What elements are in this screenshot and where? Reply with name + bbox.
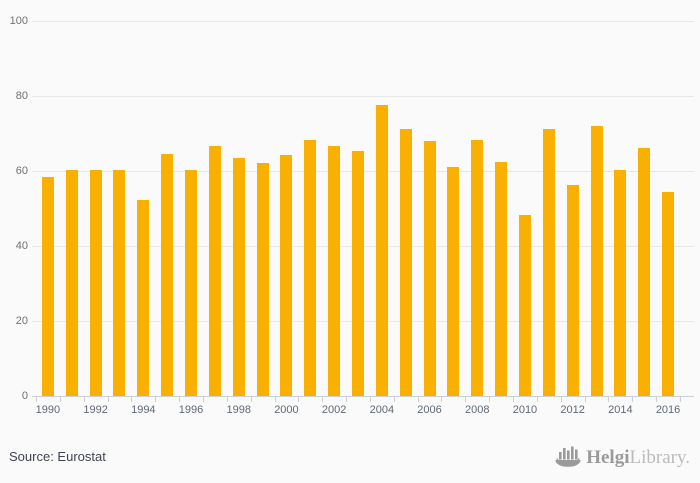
bar-2012[interactable] [566,185,579,396]
x-axis-tick [536,397,538,402]
x-axis-label-1994: 1994 [131,404,156,416]
bar-2003[interactable] [352,150,364,396]
y-axis-label-0: 0 [21,390,28,402]
x-axis-tick [83,397,85,402]
bar-2008[interactable] [471,139,484,396]
ship-barchart-icon [555,446,582,467]
bar-2010[interactable] [518,214,531,396]
x-axis-tick [656,397,658,402]
x-axis-tick [131,397,133,402]
x-axis-label-2010: 2010 [512,404,538,416]
source-caption: Source: Eurostat [9,449,106,464]
x-axis-tick [250,397,252,402]
x-axis-tick [322,397,324,402]
y-axis-label-80: 80 [15,90,28,102]
gridline-80 [32,96,694,97]
bar-1991[interactable] [65,170,78,396]
x-axis-tick [36,397,37,402]
x-axis-tick [393,397,395,402]
bar-2002[interactable] [328,145,341,396]
bar-2001[interactable] [304,139,317,396]
bar-2004[interactable] [375,104,388,396]
logo-wordmark: HelgiLibrary. [586,447,690,469]
bar-2015[interactable] [638,147,651,396]
y-axis-label-40: 40 [15,240,28,252]
x-axis-tick [107,397,109,402]
y-axis-label-60: 60 [15,165,28,177]
bar-1992[interactable] [89,170,102,396]
x-axis-tick [417,397,419,402]
x-axis-tick [226,397,228,402]
x-axis-tick [274,397,276,402]
bar-1999[interactable] [256,162,269,396]
bar-2011[interactable] [542,128,555,396]
x-axis-tick [369,397,371,402]
x-axis-line [32,396,694,397]
x-axis-tick [179,397,181,402]
bar-1994[interactable] [137,199,150,396]
x-axis-tick [680,397,681,402]
x-axis-label-1996: 1996 [178,404,204,416]
bar-2007[interactable] [447,166,460,396]
bar-1993[interactable] [113,170,126,396]
bar-2009[interactable] [495,162,508,396]
x-axis-label-2014: 2014 [608,404,633,416]
x-axis-tick [513,397,515,402]
x-axis-tick [59,397,61,402]
helgi-library-logo[interactable]: HelgiLibrary. [554,443,690,473]
x-axis-label-2004: 2004 [369,404,395,416]
bar-2016[interactable] [662,191,675,396]
x-axis-label-2006: 2006 [417,404,442,416]
x-axis-label-1998: 1998 [226,404,251,416]
x-axis-tick [465,397,467,402]
bar-2014[interactable] [614,170,627,396]
x-axis-label-2016: 2016 [655,404,681,416]
bar-2006[interactable] [423,140,436,396]
bar-1997[interactable] [208,145,221,396]
x-axis-tick [608,397,610,402]
logo-text-helgi: Helgi [586,447,630,468]
plot-area: 1990 1992 1994 1996 1998 2000 2002 2004 2006 2008… [32,21,694,416]
logo-text-library: Library. [629,447,691,468]
x-axis-tick [346,397,348,402]
y-axis-label-20: 20 [15,315,28,327]
x-axis-label-2002: 2002 [321,404,347,416]
bar-2000[interactable] [280,154,293,396]
x-axis-tick [202,397,204,402]
x-axis-tick [441,397,443,402]
x-axis-label-2008: 2008 [465,404,490,416]
bar-2013[interactable] [590,126,603,396]
y-axis: 0 20 40 60 80 100 [0,15,28,402]
x-axis-tick [489,397,491,402]
x-axis-tick [584,397,586,402]
x-axis-label-1992: 1992 [83,404,108,416]
x-axis-label-2012: 2012 [560,404,585,416]
bar-2005[interactable] [399,129,412,396]
x-axis-tick [298,397,300,402]
y-axis-label-100: 100 [9,15,28,27]
gridline-100 [32,21,694,22]
x-axis-label-2000: 2000 [274,404,299,416]
bar-1990[interactable] [41,177,54,396]
bar-1995[interactable] [161,153,174,396]
x-axis-tick [632,397,634,402]
x-axis-tick [560,397,562,402]
bar-1996[interactable] [185,170,198,396]
bar-1998[interactable] [232,157,245,396]
x-axis-tick [155,397,157,402]
x-axis-label-1990: 1990 [35,404,61,416]
